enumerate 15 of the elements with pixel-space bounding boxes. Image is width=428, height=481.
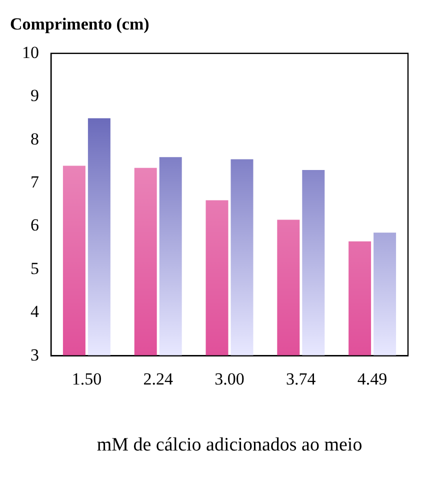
x-tick-label: 3.74 bbox=[286, 369, 316, 388]
y-tick-label: 8 bbox=[30, 129, 39, 148]
y-tick-label: 5 bbox=[30, 258, 39, 278]
y-tick-label: 7 bbox=[30, 172, 40, 192]
y-tick-label: 9 bbox=[30, 86, 39, 106]
x-tick-label: 4.49 bbox=[357, 369, 388, 388]
x-axis-title: mM de cálcio adicionados ao meio bbox=[96, 434, 362, 456]
x-tick-label: 2.24 bbox=[143, 369, 174, 388]
y-tick-label: 6 bbox=[30, 216, 39, 235]
y-tick-label: 3 bbox=[30, 345, 39, 364]
y-axis-title: Comprimento (cm) bbox=[10, 14, 150, 34]
y-tick-label: 10 bbox=[22, 42, 39, 62]
x-tick-label: 1.50 bbox=[72, 369, 102, 388]
y-tick-label: 4 bbox=[30, 302, 40, 322]
x-tick-label: 3.00 bbox=[214, 369, 244, 388]
